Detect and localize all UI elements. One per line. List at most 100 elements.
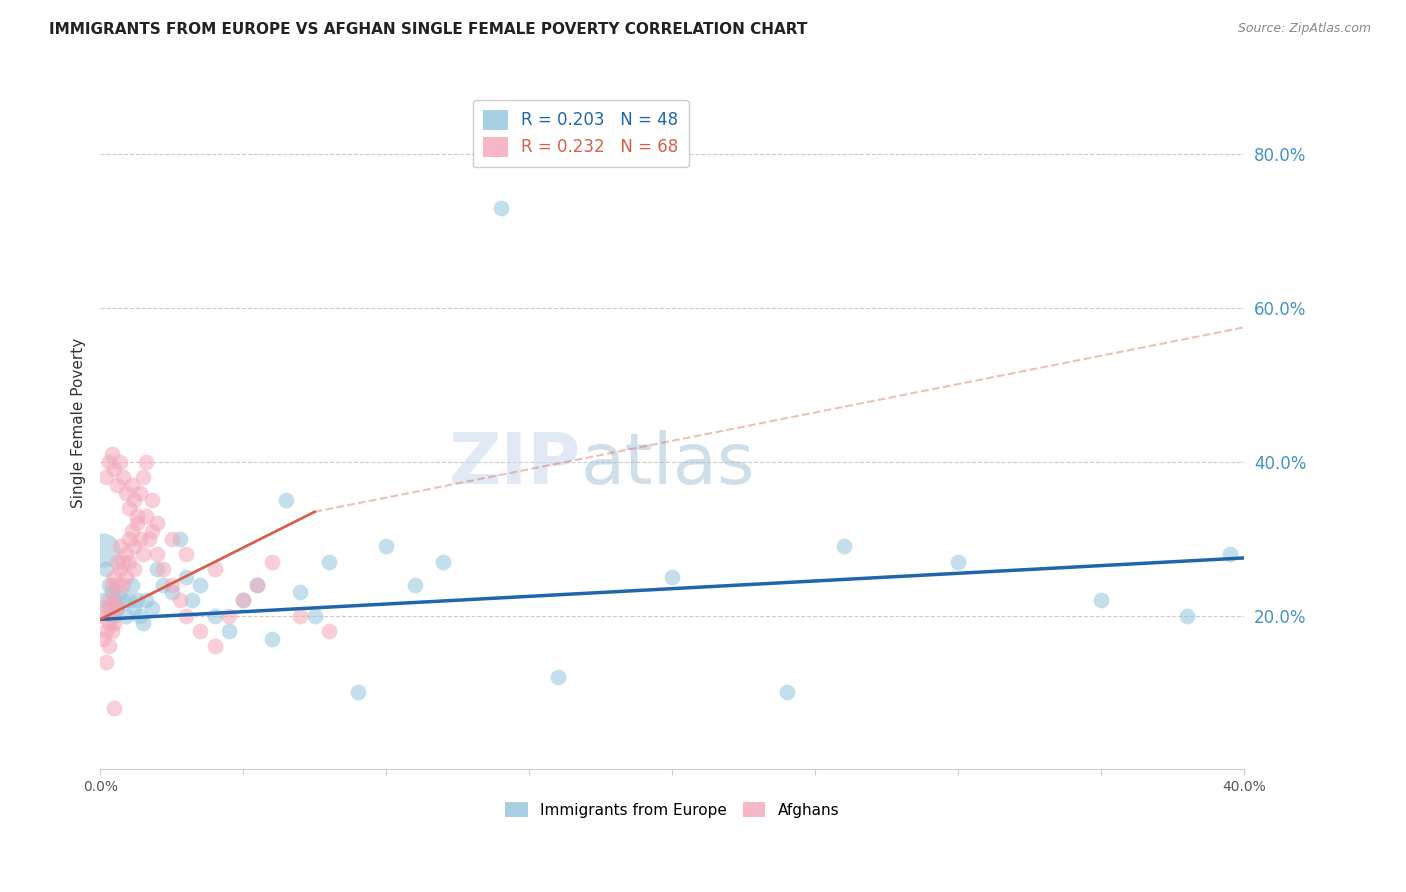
Point (246, 578, 269, 592)
Point (127, 593, 149, 607)
Point (129, 532, 152, 546)
Point (146, 562, 169, 576)
Point (105, 578, 128, 592)
Point (111, 470, 134, 484)
Point (124, 600, 146, 615)
Point (108, 455, 131, 469)
Point (124, 540, 146, 554)
Point (118, 593, 141, 607)
Point (121, 524, 143, 538)
Point (290, 585, 312, 599)
Point (103, 608, 125, 623)
Point (489, 201, 512, 215)
Point (204, 640, 226, 654)
Point (132, 470, 155, 484)
Point (118, 500, 141, 515)
Point (94, 562, 117, 576)
Text: IMMIGRANTS FROM EUROPE VS AFGHAN SINGLE FEMALE POVERTY CORRELATION CHART: IMMIGRANTS FROM EUROPE VS AFGHAN SINGLE … (49, 22, 807, 37)
Point (141, 600, 163, 615)
Point (346, 685, 368, 699)
Point (124, 562, 146, 576)
Point (94, 470, 117, 484)
Point (432, 555, 454, 569)
Point (115, 547, 138, 561)
Point (160, 532, 183, 546)
Point (204, 608, 226, 623)
Point (105, 600, 128, 615)
Point (290, 608, 312, 623)
Point (152, 578, 174, 592)
Point (103, 593, 125, 607)
Point (94, 624, 117, 638)
Point (174, 608, 197, 623)
Point (135, 593, 157, 607)
Point (146, 516, 169, 531)
Point (105, 600, 128, 615)
Point (232, 593, 254, 607)
Point (318, 555, 340, 569)
Point (100, 447, 122, 461)
Point (1219, 547, 1241, 561)
Point (103, 616, 125, 631)
Point (260, 632, 283, 646)
Point (1175, 608, 1198, 623)
Point (132, 616, 155, 631)
Point (100, 578, 122, 592)
Text: ZIP: ZIP (449, 430, 581, 500)
Point (129, 485, 152, 500)
Point (100, 585, 122, 599)
Point (111, 555, 134, 569)
Point (127, 516, 149, 531)
Point (274, 493, 297, 508)
Point (375, 540, 398, 554)
Legend: Immigrants from Europe, Afghans: Immigrants from Europe, Afghans (499, 796, 845, 824)
Point (103, 570, 125, 584)
Point (318, 624, 340, 638)
Point (94, 655, 117, 669)
Point (100, 600, 122, 615)
Point (124, 493, 146, 508)
Point (547, 670, 569, 684)
Point (188, 624, 211, 638)
Point (111, 593, 134, 607)
Point (115, 608, 138, 623)
Point (118, 555, 141, 569)
Point (91, 632, 114, 646)
Point (948, 555, 970, 569)
Point (135, 508, 157, 523)
Point (97, 640, 120, 654)
Point (232, 593, 254, 607)
Point (304, 608, 326, 623)
Text: Source: ZipAtlas.com: Source: ZipAtlas.com (1237, 22, 1371, 36)
Point (135, 455, 157, 469)
Point (661, 570, 683, 584)
Point (218, 608, 240, 623)
Point (160, 578, 183, 592)
Point (832, 540, 855, 554)
Y-axis label: Single Female Poverty: Single Female Poverty (72, 338, 86, 508)
Point (91, 608, 114, 623)
Point (169, 593, 191, 607)
Point (97, 578, 120, 592)
Point (141, 524, 163, 538)
Point (108, 562, 131, 576)
Point (108, 585, 131, 599)
Text: atlas: atlas (581, 430, 755, 500)
Point (260, 555, 283, 569)
Point (105, 478, 128, 492)
Point (174, 547, 197, 561)
Point (91, 593, 114, 607)
Point (188, 578, 211, 592)
Point (108, 540, 131, 554)
Point (246, 578, 269, 592)
Point (174, 570, 197, 584)
Point (97, 455, 120, 469)
Point (91, 543, 114, 558)
Point (160, 585, 183, 599)
Point (138, 532, 160, 546)
Point (100, 624, 122, 638)
Point (776, 685, 799, 699)
Point (146, 547, 169, 561)
Point (115, 570, 138, 584)
Point (121, 578, 143, 592)
